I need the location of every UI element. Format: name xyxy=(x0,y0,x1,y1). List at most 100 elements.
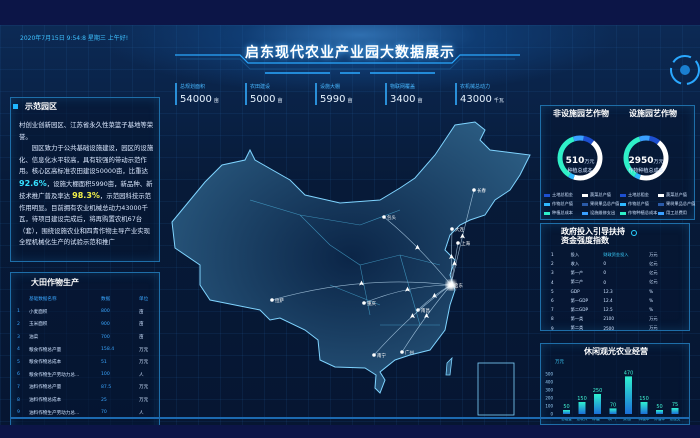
city-marker[interactable] xyxy=(456,241,460,245)
city-marker[interactable] xyxy=(400,350,404,354)
legend-item[interactable]: 果树果品总产值 xyxy=(658,201,695,207)
table-row[interactable]: 2 玉米面积 900 亩 xyxy=(17,318,157,331)
legend-item[interactable]: 设施维修支出 xyxy=(582,210,615,216)
donut-segment[interactable] xyxy=(557,135,603,181)
city-label: 上海 xyxy=(461,240,470,247)
row-name: 第一产 xyxy=(570,269,584,275)
plane-icon xyxy=(424,313,429,319)
bar[interactable] xyxy=(671,408,679,414)
row-unit: 万元 xyxy=(139,347,149,353)
city-marker[interactable] xyxy=(450,227,454,231)
table-row[interactable]: 5 GDP 12.3% xyxy=(551,287,671,296)
table-row[interactable]: 8 油料作物总成本 25 万元 xyxy=(17,394,157,407)
stat-unit: 千瓦 xyxy=(493,98,504,104)
plane-icon xyxy=(460,233,465,239)
square-icon xyxy=(13,104,18,109)
bar[interactable] xyxy=(656,410,663,414)
table-row[interactable]: 2 收入 0 亿元 xyxy=(551,259,671,268)
table-row[interactable]: 5 粮食作物总成本 51 万元 xyxy=(17,356,157,369)
highlight-value: 92.6% xyxy=(19,178,47,188)
row-name: GDP xyxy=(570,288,580,294)
city-marker[interactable] xyxy=(372,353,376,357)
legend-item[interactable]: 作物种植总成本 xyxy=(620,210,657,216)
legend-item[interactable]: 作物总产值 xyxy=(544,201,573,207)
legend-item[interactable]: 用工总费用 xyxy=(658,210,687,216)
table-row[interactable]: 7 第二GDP 12.5% xyxy=(551,305,671,314)
table-row[interactable]: 4 第二产 0 亿元 xyxy=(551,278,671,287)
donut-segment[interactable] xyxy=(557,135,603,181)
table-row[interactable]: 6 第一GDP 12.4% xyxy=(551,296,671,305)
bar[interactable] xyxy=(594,394,601,414)
row-index: 4 xyxy=(17,347,20,353)
bar[interactable] xyxy=(609,408,617,414)
y-tick-label: 400 xyxy=(545,380,553,385)
china-outline xyxy=(171,121,531,394)
donut-value: 510 xyxy=(565,156,585,166)
table-row[interactable]: 9 油料作物生产劳动力总... 70 人 xyxy=(17,406,157,419)
row-unit: 万元 xyxy=(139,385,149,391)
row-value: 2100 xyxy=(603,316,615,322)
row-unit: % xyxy=(649,307,654,313)
legend-item[interactable]: 土地总租金 xyxy=(620,192,649,198)
plane-icon xyxy=(415,244,420,250)
stat-value: 43000 xyxy=(460,94,492,105)
legend-item[interactable]: 作物总产值 xyxy=(620,201,649,207)
table-row[interactable]: 7 油料作物总产量 87.5 万元 xyxy=(17,381,157,394)
donut-unit: 万元 xyxy=(584,159,595,165)
row-value: 25 xyxy=(101,397,107,403)
legend-item[interactable]: 蔬菜总产值 xyxy=(658,192,687,198)
legend-label: 蔬菜总产值 xyxy=(590,192,611,197)
donut-segment[interactable] xyxy=(557,135,603,181)
intro-text[interactable]: 村创业创新园区、江苏省永久性菜篮子基地等荣誉。 园区致力于公共基础设施建设，园区… xyxy=(19,120,155,258)
bar[interactable] xyxy=(640,402,648,414)
row-value: 87.5 xyxy=(101,384,112,390)
bar[interactable] xyxy=(625,376,632,414)
row-unit: 万元 xyxy=(649,315,658,321)
legend-item[interactable]: 蔬菜总产值 xyxy=(582,192,611,198)
row-unit: 亿元 xyxy=(649,279,658,285)
crop-panel: 大田作物生产 基础数据名称 数据 单位 1 小麦面积 800 亩 2 玉米面积 900 亩 3 油菜 7… xyxy=(10,272,160,425)
row-value: 158.4 xyxy=(101,347,115,353)
table-row[interactable]: 3 油菜 700 亩 xyxy=(17,331,157,344)
legend-swatch xyxy=(544,193,550,197)
bar[interactable] xyxy=(563,410,570,414)
bar[interactable] xyxy=(578,402,586,414)
city-label: 南昌 xyxy=(421,307,430,314)
donut-center: 2950万元 作物种植总成本 xyxy=(623,148,669,174)
text: ，示范园科技示范作用明显。目前拥有农业机械总动力43000千瓦，待项目建设完成后… xyxy=(19,192,152,246)
donut-segment[interactable] xyxy=(623,135,669,181)
row-name: 油料作物总成本 xyxy=(29,398,62,404)
table-row[interactable]: 8 第一类 2100 万元 xyxy=(551,314,671,323)
city-marker[interactable] xyxy=(472,188,476,192)
row-value: 12.5 xyxy=(603,307,613,313)
stat-label: 物联网覆盖 xyxy=(390,84,416,90)
donut-segment[interactable] xyxy=(623,135,669,181)
row-value: 700 xyxy=(101,334,110,340)
table-row[interactable]: 1 小麦面积 800 亩 xyxy=(17,306,157,319)
col-unit: 单位 xyxy=(139,297,149,303)
gov-table: 1 投入 财政资金投入 万元 2 收入 0 亿元 3 第一产 0 亿元 4 第二产 0 亿元 5 GDP 12.3%… xyxy=(551,250,671,333)
legend-label: 作物总产值 xyxy=(552,201,573,206)
table-header: 基础数据名称 数据 单位 xyxy=(17,293,157,306)
table-row[interactable]: 6 粮食作物生产劳动力总... 100 人 xyxy=(17,369,157,382)
table-row[interactable]: 9 第二类 2500 万元 xyxy=(551,324,671,333)
legend-item[interactable]: 果树果品总产值 xyxy=(582,201,619,207)
city-marker[interactable] xyxy=(382,215,386,219)
circle-icon xyxy=(631,230,637,236)
row-index: 3 xyxy=(551,270,554,276)
legend-item[interactable]: 土地总租金 xyxy=(544,192,573,198)
text: 园区致力于公共基础设施建设，园区的设施化、信息化水平较高，具有较强的带动示范作用… xyxy=(19,144,154,175)
row-name: 第二GDP xyxy=(570,306,588,312)
table-row[interactable]: 1 投入 财政资金投入 万元 xyxy=(551,250,671,259)
city-marker[interactable] xyxy=(270,298,274,302)
city-marker[interactable] xyxy=(449,283,453,287)
city-marker[interactable] xyxy=(362,301,366,305)
table-row[interactable]: 3 第一产 0 亿元 xyxy=(551,268,671,277)
legend-item[interactable]: 种植总成本 xyxy=(544,210,573,216)
row-unit: 亩 xyxy=(139,309,144,315)
city-marker[interactable] xyxy=(416,308,420,312)
table-row[interactable]: 4 粮食作物总产量 158.4 万元 xyxy=(17,343,157,356)
row-name: 油料作物总产量 xyxy=(29,385,62,391)
donut-segment[interactable] xyxy=(623,135,669,181)
